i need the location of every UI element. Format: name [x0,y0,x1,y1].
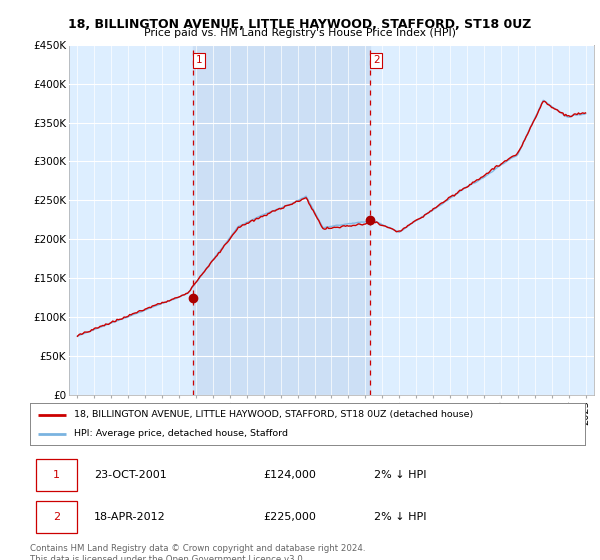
Text: 2% ↓ HPI: 2% ↓ HPI [374,470,427,480]
Text: 1: 1 [53,470,60,480]
Text: HPI: Average price, detached house, Stafford: HPI: Average price, detached house, Staf… [74,430,289,438]
Text: 18-APR-2012: 18-APR-2012 [94,512,166,522]
Text: £225,000: £225,000 [263,512,316,522]
FancyBboxPatch shape [35,501,77,533]
Text: Contains HM Land Registry data © Crown copyright and database right 2024.
This d: Contains HM Land Registry data © Crown c… [30,544,365,560]
Text: 2: 2 [373,55,380,66]
Text: 1: 1 [196,55,202,66]
Text: 18, BILLINGTON AVENUE, LITTLE HAYWOOD, STAFFORD, ST18 0UZ (detached house): 18, BILLINGTON AVENUE, LITTLE HAYWOOD, S… [74,410,473,419]
Bar [193,45,370,395]
FancyBboxPatch shape [35,459,77,491]
Text: 18, BILLINGTON AVENUE, LITTLE HAYWOOD, STAFFORD, ST18 0UZ: 18, BILLINGTON AVENUE, LITTLE HAYWOOD, S… [68,18,532,31]
Text: 23-OCT-2001: 23-OCT-2001 [94,470,167,480]
Text: £124,000: £124,000 [263,470,316,480]
Text: 2% ↓ HPI: 2% ↓ HPI [374,512,427,522]
Text: Price paid vs. HM Land Registry's House Price Index (HPI): Price paid vs. HM Land Registry's House … [144,28,456,38]
Text: 2: 2 [53,512,60,522]
